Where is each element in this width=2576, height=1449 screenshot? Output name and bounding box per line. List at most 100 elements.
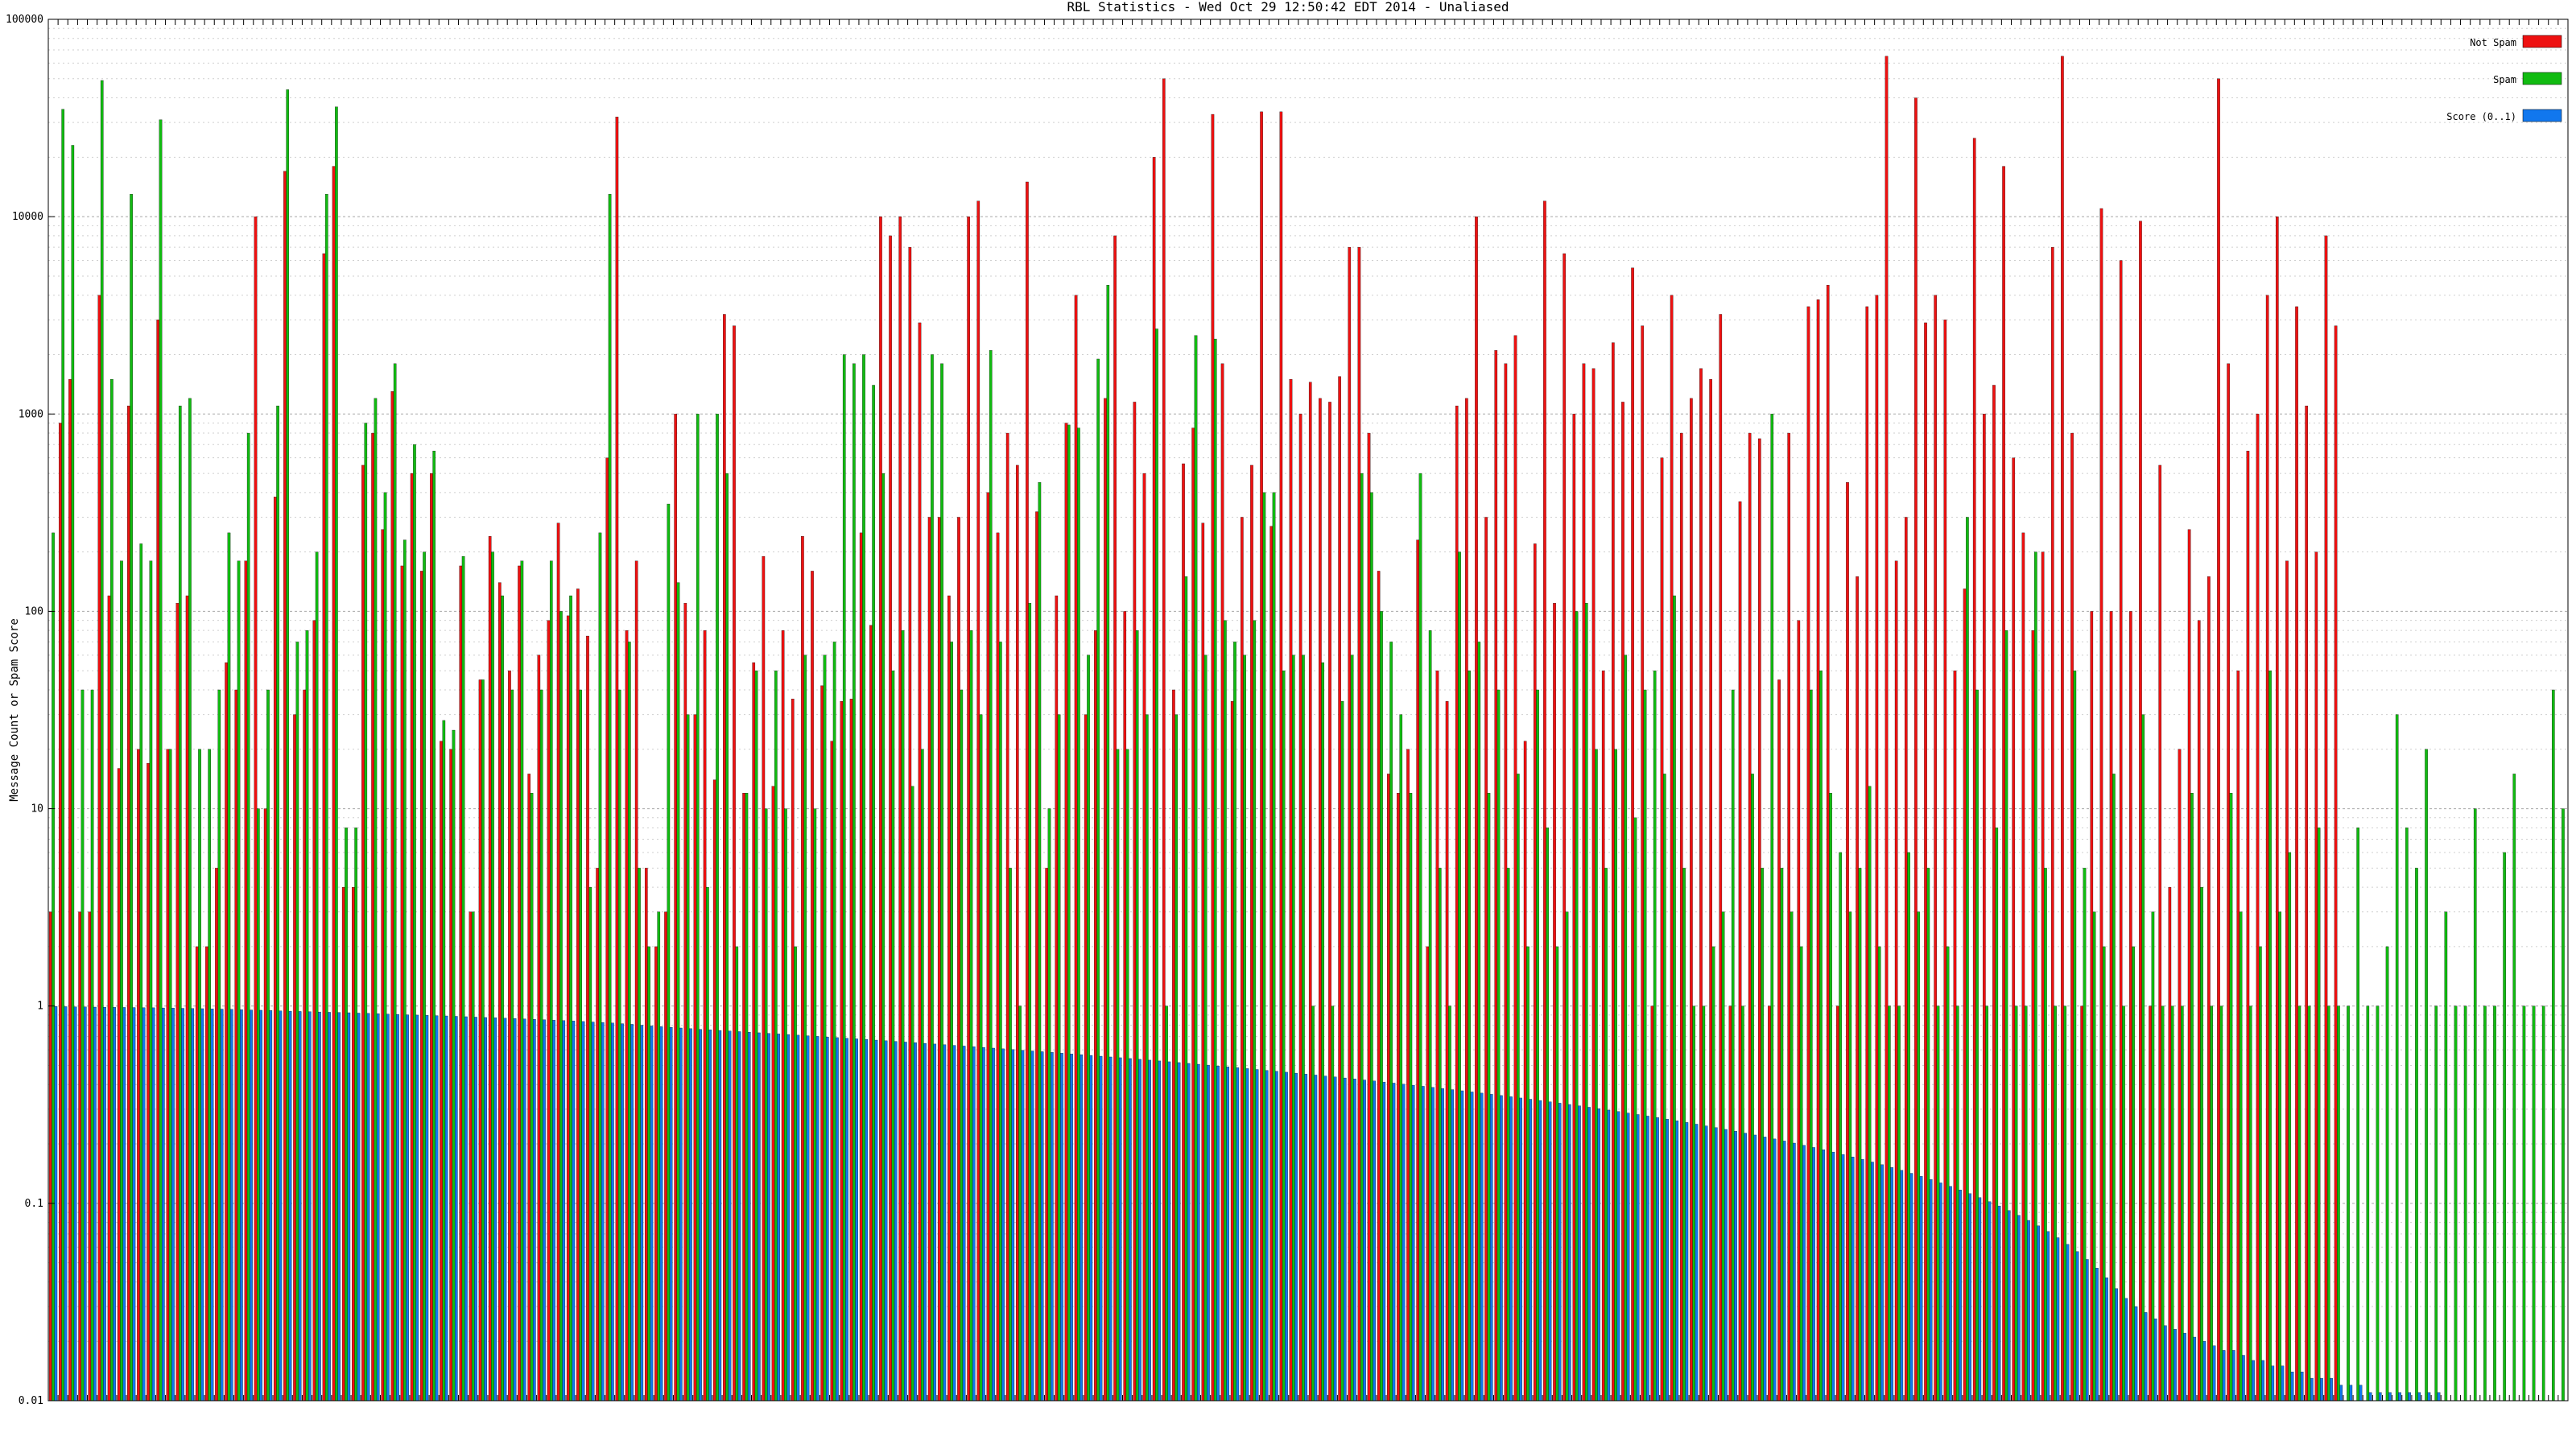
- bar-score-0-1: [2164, 1325, 2167, 1402]
- bar-score-0-1: [1753, 1134, 1757, 1402]
- bar-score-0-1: [444, 1015, 448, 1402]
- bar-score-0-1: [1538, 1100, 1542, 1402]
- bar-score-0-1: [328, 1012, 331, 1402]
- bar-score-0-1: [2359, 1385, 2363, 1402]
- bar-score-0-1: [415, 1014, 419, 1402]
- bar-score-0-1: [1089, 1055, 1093, 1402]
- bar-score-0-1: [2085, 1259, 2089, 1402]
- bar-score-0-1: [767, 1033, 770, 1402]
- bar-spam: [1028, 603, 1032, 1402]
- bar-score-0-1: [572, 1021, 576, 1402]
- bar-score-0-1: [1909, 1173, 1913, 1402]
- bar-score-0-1: [2212, 1345, 2216, 1402]
- bar-spam: [1829, 793, 1832, 1402]
- bar-not-spam: [2256, 414, 2260, 1402]
- bar-score-0-1: [229, 1009, 233, 1402]
- bar-not-spam: [68, 378, 72, 1402]
- bar-not-spam: [263, 808, 267, 1402]
- bar-not-spam: [332, 166, 336, 1402]
- bar-not-spam: [2109, 611, 2113, 1402]
- bar-not-spam: [566, 615, 570, 1402]
- bar-score-0-1: [113, 1007, 116, 1402]
- bar-spam: [950, 642, 954, 1402]
- bar-spam: [1858, 868, 1862, 1402]
- bar-spam: [71, 145, 75, 1402]
- bar-score-0-1: [357, 1013, 361, 1402]
- bar-score-0-1: [1919, 1176, 1923, 1402]
- bar-score-0-1: [1968, 1193, 1972, 1402]
- bar-score-0-1: [474, 1017, 477, 1402]
- bar-spam: [2532, 1005, 2536, 1402]
- bar-score-0-1: [836, 1037, 839, 1402]
- bar-spam: [1448, 1005, 1451, 1402]
- bar-not-spam: [1241, 517, 1244, 1402]
- bar-not-spam: [1768, 1005, 1771, 1402]
- bar-not-spam: [1806, 306, 1810, 1402]
- bar-score-0-1: [708, 1030, 712, 1402]
- bar-spam: [237, 560, 241, 1402]
- bar-not-spam: [537, 654, 541, 1402]
- bar-score-0-1: [1373, 1080, 1376, 1402]
- ticks-layer: 0.01 0.1 1 10 100 1000 10000 100000: [6, 14, 2559, 1407]
- bar-spam: [2219, 1005, 2223, 1402]
- bar-not-spam: [1601, 671, 1605, 1402]
- bar-spam: [2151, 911, 2155, 1402]
- bar-score-0-1: [1226, 1067, 1230, 1402]
- bar-not-spam: [215, 868, 218, 1402]
- bar-score-0-1: [1626, 1113, 1630, 1402]
- bar-spam: [1009, 868, 1012, 1402]
- bar-not-spam: [459, 565, 463, 1402]
- bar-not-spam: [889, 235, 892, 1402]
- bar-spam: [110, 378, 114, 1402]
- bar-spam: [1409, 793, 1413, 1402]
- bar-spam: [2112, 774, 2116, 1402]
- bar-not-spam: [2324, 235, 2328, 1402]
- bar-score-0-1: [992, 1047, 995, 1402]
- bar-spam: [2326, 1005, 2330, 1402]
- bar-score-0-1: [2300, 1372, 2304, 1402]
- bar-spam: [1653, 671, 1657, 1402]
- bar-spam: [2454, 1005, 2458, 1402]
- bar-score-0-1: [1900, 1170, 1904, 1402]
- bar-score-0-1: [2281, 1365, 2285, 1402]
- bar-score-0-1: [73, 1006, 77, 1402]
- bar-score-0-1: [1216, 1066, 1220, 1402]
- bar-score-0-1: [874, 1039, 878, 1402]
- bar-spam: [246, 432, 250, 1402]
- bar-spam: [1272, 492, 1276, 1402]
- bar-spam: [1135, 630, 1139, 1402]
- bar-score-0-1: [513, 1018, 517, 1402]
- bar-not-spam: [712, 779, 716, 1402]
- bar-spam: [2161, 1005, 2165, 1402]
- bar-score-0-1: [2134, 1306, 2138, 1402]
- bar-not-spam: [2041, 551, 2045, 1402]
- bar-spam: [774, 671, 778, 1402]
- bar-spam: [1917, 911, 1921, 1402]
- legend-label: Not Spam: [2470, 37, 2516, 48]
- bar-score-0-1: [1051, 1052, 1054, 1402]
- bar-spam: [1868, 786, 1872, 1402]
- bar-score-0-1: [1763, 1137, 1767, 1402]
- bar-spam: [1389, 642, 1393, 1402]
- bar-spam: [2063, 1005, 2067, 1402]
- bar-spam: [2180, 1005, 2184, 1402]
- bar-not-spam: [88, 911, 92, 1402]
- bar-score-0-1: [894, 1041, 898, 1402]
- bar-spam: [2376, 1005, 2380, 1402]
- bar-score-0-1: [2320, 1377, 2323, 1402]
- bar-score-0-1: [845, 1038, 848, 1402]
- bar-spam: [1174, 714, 1179, 1402]
- bar-not-spam: [430, 473, 433, 1402]
- bar-score-0-1: [2056, 1237, 2060, 1402]
- bar-score-0-1: [503, 1018, 507, 1402]
- bar-score-0-1: [2075, 1251, 2079, 1402]
- bar-spam: [2239, 911, 2243, 1402]
- bar-score-0-1: [1666, 1119, 1669, 1402]
- bar-score-0-1: [1343, 1077, 1347, 1402]
- bar-not-spam: [1563, 253, 1566, 1402]
- bar-spam: [1213, 338, 1217, 1402]
- bar-spam: [2054, 1005, 2057, 1402]
- bars-layer: [48, 56, 2565, 1402]
- bar-score-0-1: [1558, 1103, 1562, 1402]
- bar-score-0-1: [884, 1040, 888, 1402]
